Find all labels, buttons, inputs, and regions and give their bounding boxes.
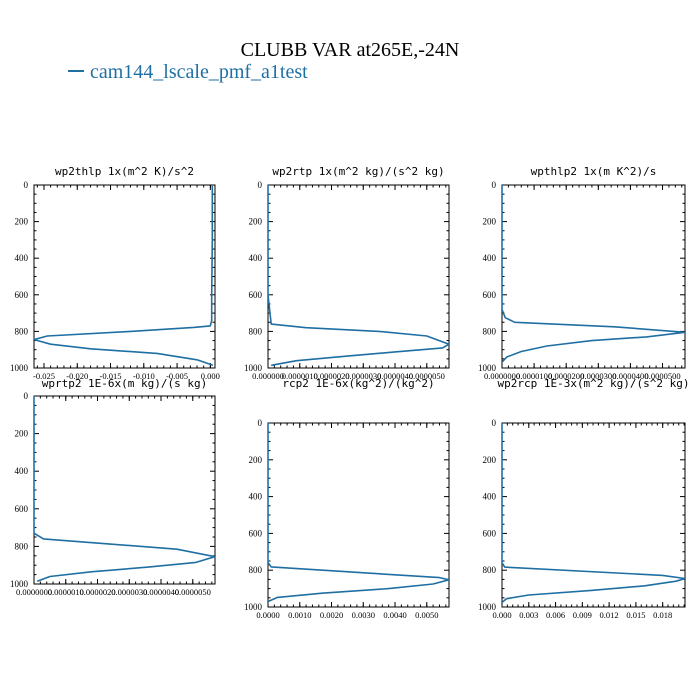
series-line (34, 185, 214, 367)
x-tick-label: 0.0000000 (484, 371, 520, 381)
x-tick-label: 0.0000 (256, 610, 279, 620)
x-tick-label: 0.0000100 (516, 371, 552, 381)
x-tick-label: -0.010 (133, 371, 155, 381)
x-tick-label: 0.0020 (320, 610, 343, 620)
x-tick-label: -0.005 (166, 371, 188, 381)
series-line (268, 185, 449, 367)
x-tick-label: 0.0000040 (377, 371, 413, 381)
x-tick-label: 0.0000000 (16, 587, 52, 597)
legend: cam144_lscale_pmf_a1test (68, 61, 308, 83)
x-tick-label: 0.0000010 (282, 371, 318, 381)
panel-3: wpthlp2 1x(m K^2)/s020040060080010000.00… (478, 165, 686, 381)
y-tick-label: 800 (15, 326, 29, 336)
x-tick-label: 0.0000500 (644, 371, 680, 381)
y-tick-label: 0 (492, 180, 497, 190)
y-tick-label: 800 (249, 565, 263, 575)
x-tick-label: 0.0000400 (612, 371, 648, 381)
panel-1: wp2thlp 1x(m^2 K)/s^2 0 200 400 600 800 1000 -0… (10, 165, 220, 381)
series-line (502, 185, 685, 363)
y-tick-label: 0 (258, 418, 263, 428)
figure-title: CLUBB VAR at265E,-24N (241, 39, 460, 61)
panel-6: wp2rcp 1E-3x(m^2 kg)/(s^2 kg) 0 200 400 600 8… (478, 377, 690, 620)
panel-5: rcp2 1E-6x(kg^2)/(kg^2) 0 200 400 600 800 1000… (244, 377, 450, 620)
x-tick-label: -0.015 (100, 371, 122, 381)
y-tick-label: 600 (15, 504, 29, 514)
legend-label: cam144_lscale_pmf_a1test (90, 61, 308, 83)
x-tick-label: 0.0010 (288, 610, 311, 620)
y-tick-label: 0 (258, 180, 263, 190)
x-tick-label: 0.0040 (383, 610, 406, 620)
x-tick-label: 0.012 (600, 610, 619, 620)
x-tick-label: 0.0000020 (79, 587, 115, 597)
x-tick-label: 0.000 (201, 371, 220, 381)
panel-4: wprtp2 1E-6x(m kg)/(s kg) 0 200 400 600 800 10… (10, 377, 216, 597)
panel-title: wprtp2 1E-6x(m kg)/(s kg) (42, 377, 208, 390)
x-tick-label: 0.006 (546, 610, 565, 620)
y-tick-label: 600 (15, 290, 29, 300)
y-tick-label: 400 (15, 466, 29, 476)
panel-title: wpthlp2 1x(m K^2)/s (531, 165, 657, 178)
x-tick-label: 0.0000200 (548, 371, 584, 381)
y-tick-label: 800 (483, 565, 497, 575)
x-tick-label: 0.0000010 (48, 587, 84, 597)
y-tick-label: 1000 (244, 602, 263, 612)
x-tick-label: 0.0000050 (175, 587, 211, 597)
y-tick-label: 200 (15, 217, 29, 227)
panel-title: wp2rtp 1x(m^2 kg)/(s^2 kg) (272, 165, 444, 178)
x-tick-label: 0.0050 (415, 610, 438, 620)
y-tick-label: 1000 (10, 363, 29, 373)
y-tick-label: 800 (15, 541, 29, 551)
y-tick-label: 400 (249, 253, 263, 263)
y-tick-label: 1000 (478, 602, 497, 612)
x-tick-label: 0.015 (626, 610, 645, 620)
x-tick-label: 0.000000 (252, 371, 284, 381)
y-tick-label: 1000 (244, 363, 263, 373)
x-tick-label: 0.003 (519, 610, 538, 620)
y-tick-label: 600 (483, 528, 497, 538)
panel-title: wp2thlp 1x(m^2 K)/s^2 (55, 165, 194, 178)
x-tick-label: -0.020 (66, 371, 88, 381)
y-tick-label: 600 (249, 290, 263, 300)
y-tick-label: 600 (249, 528, 263, 538)
y-tick-label: 0 (24, 391, 29, 401)
x-tick-label: 0.0000030 (345, 371, 381, 381)
x-tick-label: 0.0000040 (143, 587, 179, 597)
y-tick-label: 400 (15, 253, 29, 263)
y-tick-label: 200 (15, 429, 29, 439)
y-tick-label: 400 (483, 253, 497, 263)
panel-2: wp2rtp 1x(m^2 kg)/(s^2 kg) 0 200 400 600 800 1… (244, 165, 450, 381)
y-tick-label: 400 (249, 492, 263, 502)
y-tick-label: 400 (483, 492, 497, 502)
y-tick-label: 200 (249, 455, 263, 465)
series-line (34, 396, 215, 582)
series-line (268, 423, 449, 603)
y-tick-label: 200 (249, 217, 263, 227)
panel-title: rcp2 1E-6x(kg^2)/(kg^2) (282, 377, 434, 390)
x-tick-label: 0.0000030 (111, 587, 147, 597)
x-tick-label: 0.0000020 (313, 371, 349, 381)
panels: wp2thlp 1x(m^2 K)/s^2 0 200 400 600 800 1000 -0… (10, 165, 690, 620)
y-tick-label: 0 (492, 418, 497, 428)
series-line (502, 423, 685, 604)
x-tick-label: 0.0030 (352, 610, 375, 620)
y-tick-label: 0 (24, 180, 29, 190)
x-tick-label: 0.000 (492, 610, 511, 620)
y-tick-label: 600 (483, 290, 497, 300)
x-tick-label: -0.025 (33, 371, 55, 381)
panel-title: wp2rcp 1E-3x(m^2 kg)/(s^2 kg) (497, 377, 689, 390)
y-tick-label: 800 (483, 326, 497, 336)
x-tick-label: 0.018 (653, 610, 672, 620)
x-tick-label: 0.0000050 (409, 371, 445, 381)
y-tick-label: 800 (249, 326, 263, 336)
y-tick-label: 200 (483, 455, 497, 465)
x-tick-label: 0.009 (573, 610, 592, 620)
x-tick-label: 0.0000300 (580, 371, 616, 381)
y-tick-label: 200 (483, 217, 497, 227)
y-tick-label: 1000 (10, 579, 29, 589)
y-tick-label: 1000 (478, 363, 497, 373)
